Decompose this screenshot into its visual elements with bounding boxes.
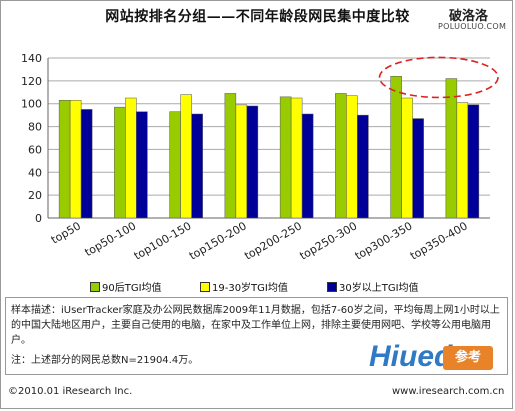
- y-tick-label: 140: [21, 52, 42, 65]
- bar-3-top200-250: [301, 113, 314, 219]
- bar-1-top350-400: [445, 78, 458, 219]
- x-tick-label: top300-350: [353, 219, 415, 262]
- bar-1-top50: [58, 100, 71, 219]
- bar-2-top150-200: [235, 104, 248, 219]
- bar-2-top350-400: [456, 102, 469, 219]
- legend-swatch-2: [200, 282, 210, 292]
- bar-3-top300-350: [412, 118, 424, 219]
- chart-title: 网站按排名分组——不同年龄段网民集中度比较: [105, 9, 410, 25]
- y-tick-label: 80: [28, 121, 42, 134]
- sample-description: 样本描述：iUserTracker家庭及办公网民数据库2009年11月数据，包括…: [11, 305, 500, 346]
- bar-3-top50-100: [136, 111, 148, 219]
- y-tick-label: 40: [28, 166, 42, 179]
- bar-1-top100-150: [169, 111, 181, 219]
- bar-2-top250-300: [346, 95, 358, 219]
- bar-1-top150-200: [224, 93, 237, 219]
- legend-label-2: 19-30岁TGI均值: [212, 283, 288, 294]
- bar-3-top150-200: [246, 105, 259, 219]
- x-tick-label: top50: [49, 219, 83, 246]
- legend-swatch-1: [90, 282, 100, 292]
- bar-2-top200-250: [290, 97, 303, 219]
- watermark-cn: 破洛洛: [449, 9, 489, 24]
- legend-label-1: 90后TGI均值: [102, 283, 162, 294]
- hiued-logo: Hiued: [369, 340, 453, 373]
- watermark-url: POLUOLUO.COM: [438, 22, 507, 31]
- x-tick-label: top350-400: [408, 219, 470, 262]
- y-tick-label: 120: [21, 75, 42, 88]
- legend-item-2: 19-30岁TGI均值: [200, 279, 288, 294]
- y-tick-label: 60: [28, 143, 42, 156]
- x-tick-label: top250-300: [297, 219, 359, 262]
- bar-3-top100-150: [191, 113, 203, 219]
- bar-2-top100-150: [180, 94, 192, 219]
- bar-1-top250-300: [335, 93, 347, 219]
- bar-3-top350-400: [467, 104, 480, 219]
- bar-1-top300-350: [390, 76, 402, 219]
- x-tick-label: top100-150: [132, 219, 194, 262]
- website-text: www.iresearch.com.cn: [392, 386, 505, 397]
- legend-item-1: 90后TGI均值: [90, 279, 162, 294]
- bar-1-top200-250: [279, 96, 292, 219]
- x-tick-label: top50-100: [83, 219, 139, 259]
- y-tick-label: 100: [21, 98, 42, 111]
- y-tick-label: 20: [28, 189, 42, 202]
- legend-label-3: 30岁以上TGI均值: [339, 283, 419, 294]
- highlight-ellipse: [378, 56, 499, 99]
- bar-3-top250-300: [357, 114, 369, 219]
- notes-box: 样本描述：iUserTracker家庭及办公网民数据库2009年11月数据，包括…: [5, 297, 508, 375]
- bar-1-top50-100: [114, 106, 126, 219]
- legend-swatch-3: [327, 282, 337, 292]
- bar-2-top50-100: [125, 97, 137, 219]
- bar-3-top50: [80, 109, 93, 219]
- sample-note: 注：上述部分的网民总数N=21904.4万。: [11, 355, 199, 366]
- copyright-text: ©2010.01 iResearch Inc.: [8, 386, 133, 397]
- y-tick-label: 0: [35, 212, 42, 225]
- x-tick-label: top150-200: [187, 219, 249, 262]
- legend-item-3: 30岁以上TGI均值: [327, 279, 419, 294]
- bar-chart: 0 20 40 60 80 100 120 140 top50 top50-100top100-1…: [21, 52, 499, 263]
- bar-2-top300-350: [401, 97, 413, 219]
- bar-2-top50: [69, 100, 82, 219]
- x-tick-label: top200-250: [242, 219, 304, 262]
- hiued-logo-badge: 参考: [443, 346, 493, 370]
